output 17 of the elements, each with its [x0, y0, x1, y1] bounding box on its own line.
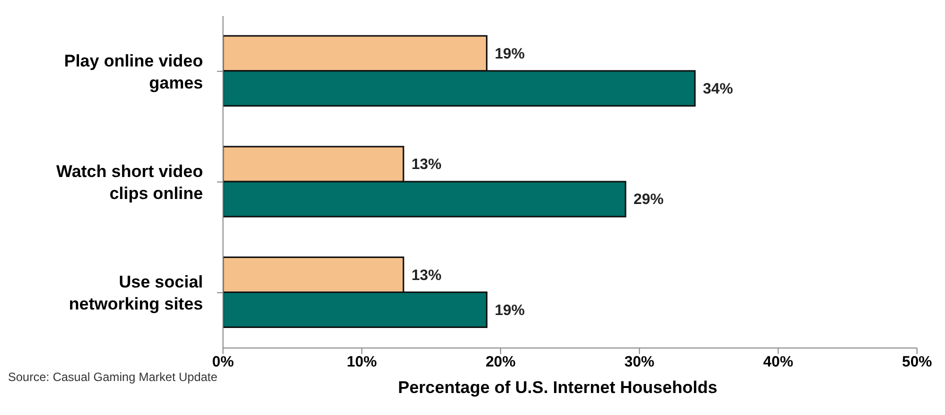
data-label: 19%: [494, 45, 525, 62]
data-label: 29%: [634, 191, 664, 208]
y-tick-label: Use social networking sites: [68, 272, 203, 314]
x-tick-label: 50%: [902, 354, 932, 371]
y-tick-label: Play online video games: [64, 51, 203, 92]
x-tick-label: 10%: [346, 354, 377, 371]
x-axis-title: Percentage of U.S. Internet Households: [398, 378, 718, 398]
x-tick-label: 0%: [212, 354, 234, 371]
data-label: 13%: [411, 266, 442, 284]
source-note: Source: Casual Gaming Market Update: [8, 370, 218, 384]
data-label: 13%: [411, 156, 442, 174]
x-tick-label: 30%: [624, 354, 654, 371]
y-tick-label: Watch short video clips online: [56, 162, 203, 203]
x-tick-label: 20%: [486, 354, 516, 371]
data-label: 19%: [494, 302, 525, 319]
data-label: 34%: [702, 80, 733, 98]
x-tick-label: 40%: [763, 354, 794, 371]
